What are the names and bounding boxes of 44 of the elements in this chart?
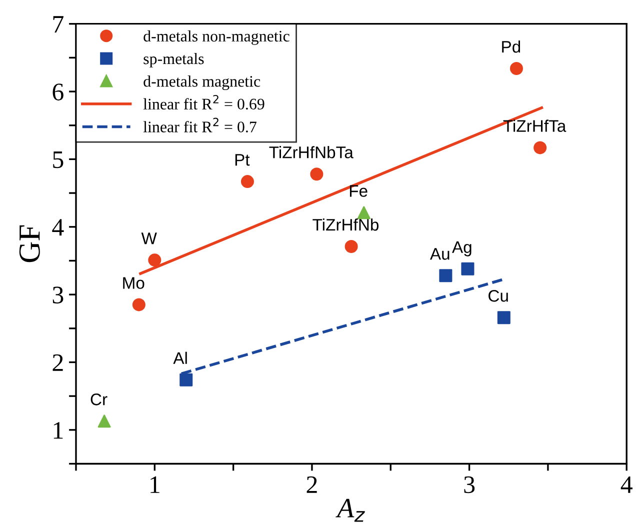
annotation: W bbox=[141, 232, 157, 244]
legend-label: linear fit R$^{2}$ = 0.7 bbox=[143, 118, 256, 132]
x-tick-label: 3 bbox=[464, 476, 475, 494]
annotation: Al bbox=[173, 352, 187, 364]
point bbox=[461, 262, 474, 276]
y-tick-label: 7 bbox=[53, 16, 64, 33]
point bbox=[310, 168, 324, 181]
legend-label: d-metals non-magnetic bbox=[144, 30, 290, 45]
point bbox=[132, 298, 146, 312]
y-tick-label: 1 bbox=[54, 422, 63, 439]
annotation: Fe bbox=[350, 185, 368, 197]
point bbox=[344, 240, 358, 254]
annotation: Ag bbox=[452, 241, 472, 256]
legend-label: d-metals magnetic bbox=[144, 76, 260, 90]
y-tick-label: 5 bbox=[53, 152, 64, 168]
x-tick-label: 1 bbox=[150, 476, 160, 493]
point bbox=[497, 311, 510, 324]
legend-label: sp-metals bbox=[144, 52, 204, 68]
y-tick-label: 6 bbox=[52, 84, 64, 100]
annotation: TiZrHfNb bbox=[312, 218, 379, 231]
legend-label: linear fit R$^{2}$ = 0.69 bbox=[143, 94, 264, 110]
point bbox=[439, 269, 452, 282]
y-axis-title: GF bbox=[19, 225, 40, 262]
annotation: Pd bbox=[502, 40, 520, 53]
point bbox=[148, 254, 162, 267]
annotation: Cr bbox=[90, 394, 108, 406]
x-tick-label: 4 bbox=[620, 476, 632, 493]
point bbox=[98, 414, 111, 428]
point bbox=[180, 373, 193, 386]
annotation: Au bbox=[430, 248, 450, 260]
y-tick-label: 4 bbox=[52, 219, 64, 236]
point bbox=[357, 206, 370, 220]
point bbox=[534, 141, 547, 154]
annotation: TiZrHfTa bbox=[503, 120, 566, 132]
point bbox=[510, 62, 523, 76]
y-tick-label: 2 bbox=[52, 354, 63, 371]
x-axis-title: A$_{z}$ bbox=[336, 498, 365, 522]
y-tick-label: 3 bbox=[52, 286, 64, 304]
point bbox=[240, 175, 254, 188]
x-tick-label: 2 bbox=[306, 476, 317, 493]
annotation: Cu bbox=[488, 290, 508, 302]
annotation: Pt bbox=[235, 154, 250, 166]
annotation: Mo bbox=[123, 277, 144, 289]
annotation: TiZrHfNbTa bbox=[269, 146, 354, 158]
